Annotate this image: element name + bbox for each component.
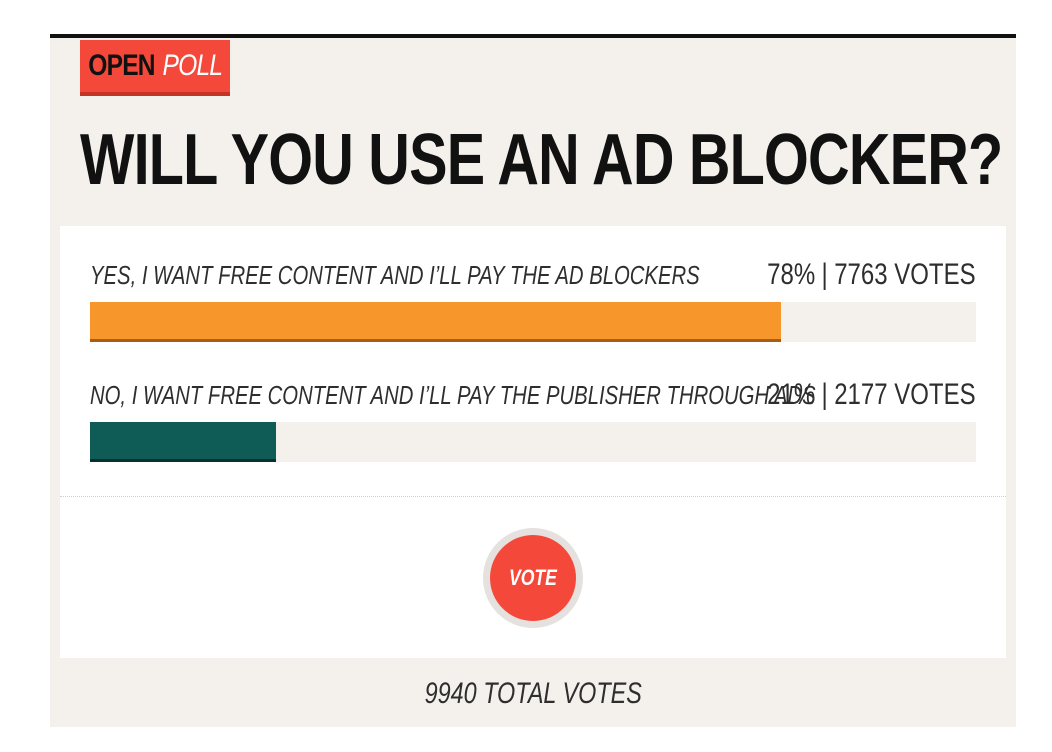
option-label: YES, I WANT FREE CONTENT AND I’LL PAY TH… <box>90 260 700 290</box>
vote-button-label: VOTE <box>509 565 557 590</box>
poll-card: YES, I WANT FREE CONTENT AND I’LL PAY TH… <box>60 226 1006 658</box>
option-votes: 2177 VOTES <box>834 378 976 411</box>
option-percent: 21% <box>767 378 816 411</box>
badge-open-label: OPEN <box>88 49 155 82</box>
option-label: NO, I WANT FREE CONTENT AND I’LL PAY THE… <box>90 380 816 410</box>
result-bar-track <box>90 302 976 342</box>
vote-button-ring[interactable]: VOTE <box>483 528 583 628</box>
result-bar-track <box>90 422 976 462</box>
result-bar-fill <box>90 302 782 342</box>
open-poll-badge: OPEN POLL <box>80 40 230 96</box>
option-separator: | <box>821 378 829 411</box>
total-votes-label: 9940 TOTAL VOTES <box>424 677 642 710</box>
badge-poll-label: POLL <box>162 49 223 82</box>
poll-question: WILL YOU USE AN AD BLOCKER? <box>80 120 1003 200</box>
option-votes: 7763 VOTES <box>834 258 976 291</box>
total-votes: 9940 TOTAL VOTES <box>50 676 1016 712</box>
option-separator: | <box>821 258 829 291</box>
option-percent: 78% <box>767 258 816 291</box>
poll-widget: OPEN POLL WILL YOU USE AN AD BLOCKER? YES… <box>50 34 1016 727</box>
divider <box>60 496 1006 497</box>
vote-button[interactable]: VOTE <box>490 535 576 621</box>
option-result: 21% | 2177 VOTES <box>768 380 976 410</box>
option-result: 78% | 7763 VOTES <box>768 260 976 290</box>
result-bar-fill <box>90 422 277 462</box>
